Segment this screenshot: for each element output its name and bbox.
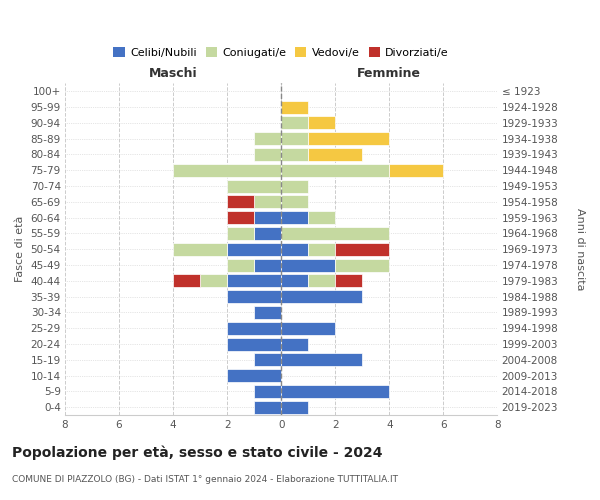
Bar (308, 132, 389, 145)
Bar (254, 227, 281, 240)
Bar (281, 274, 308, 287)
Bar (227, 211, 254, 224)
Bar (335, 274, 362, 287)
Text: Popolazione per età, sesso e stato civile - 2024: Popolazione per età, sesso e stato civil… (12, 446, 383, 460)
Bar (227, 243, 281, 256)
Bar (308, 148, 362, 161)
Bar (227, 227, 254, 240)
Bar (227, 290, 281, 303)
Bar (200, 274, 227, 287)
Text: COMUNE DI PIAZZOLO (BG) - Dati ISTAT 1° gennaio 2024 - Elaborazione TUTTITALIA.I: COMUNE DI PIAZZOLO (BG) - Dati ISTAT 1° … (12, 476, 398, 484)
Bar (227, 369, 281, 382)
Bar (254, 148, 281, 161)
Bar (281, 290, 362, 303)
Legend: Celibi/Nubili, Coniugati/e, Vedovi/e, Divorziati/e: Celibi/Nubili, Coniugati/e, Vedovi/e, Di… (109, 42, 454, 62)
Bar (254, 196, 281, 208)
Text: Femmine: Femmine (358, 67, 421, 80)
Bar (281, 100, 308, 114)
Y-axis label: Anni di nascita: Anni di nascita (575, 208, 585, 290)
Bar (281, 164, 389, 176)
Bar (254, 211, 281, 224)
Bar (308, 243, 335, 256)
Bar (281, 354, 362, 366)
Bar (281, 385, 389, 398)
Bar (227, 322, 281, 334)
Bar (227, 180, 281, 192)
Bar (281, 180, 308, 192)
Bar (281, 211, 308, 224)
Bar (254, 401, 281, 413)
Bar (281, 243, 308, 256)
Bar (254, 132, 281, 145)
Bar (281, 338, 308, 350)
Bar (254, 258, 281, 272)
Bar (308, 116, 335, 130)
Bar (254, 385, 281, 398)
Bar (335, 243, 389, 256)
Bar (281, 227, 389, 240)
Bar (173, 274, 200, 287)
Bar (227, 338, 281, 350)
Text: Maschi: Maschi (149, 67, 197, 80)
Bar (281, 322, 335, 334)
Bar (227, 274, 281, 287)
Y-axis label: Fasce di età: Fasce di età (15, 216, 25, 282)
Bar (281, 132, 308, 145)
Bar (308, 274, 335, 287)
Bar (254, 354, 281, 366)
Bar (308, 211, 335, 224)
Bar (281, 401, 308, 413)
Bar (281, 196, 308, 208)
Bar (281, 258, 335, 272)
Bar (227, 258, 254, 272)
Bar (281, 148, 308, 161)
Bar (281, 116, 308, 130)
Bar (173, 164, 281, 176)
Bar (173, 243, 227, 256)
Bar (335, 258, 389, 272)
Bar (227, 196, 254, 208)
Bar (389, 164, 443, 176)
Bar (254, 306, 281, 319)
